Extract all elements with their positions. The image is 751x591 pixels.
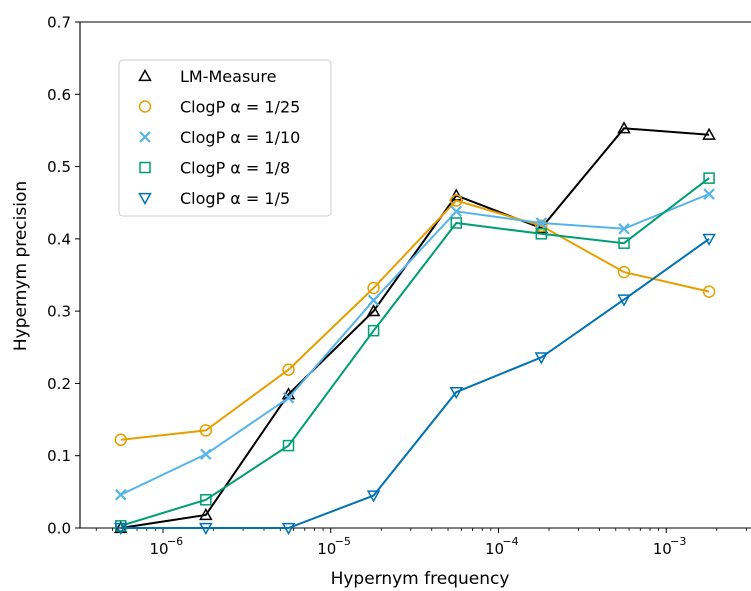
series-line: [120, 238, 710, 529]
y-tick-label: 0.5: [47, 158, 71, 176]
data-point: [199, 424, 213, 437]
data-point: [366, 490, 381, 503]
data-point: [282, 439, 295, 452]
data-point: [450, 194, 463, 207]
legend-marker: [139, 161, 151, 174]
series-5: [113, 233, 716, 536]
legend-box: [118, 59, 332, 217]
data-point: [535, 228, 548, 240]
data-point: [199, 522, 213, 536]
legend-label: ClogP α = 1/5: [180, 189, 290, 208]
x-marker-stroke: [200, 448, 212, 461]
x-tick-exponent: −4: [502, 535, 518, 548]
x-tick-exponent: −3: [670, 535, 686, 548]
x-tick-label: 10: [485, 540, 504, 558]
data-point: [618, 222, 630, 235]
x-marker-stroke: [703, 188, 715, 200]
data-point: [113, 522, 128, 536]
data-point: [366, 304, 381, 317]
data-point: [450, 217, 463, 229]
series-2: [114, 194, 716, 447]
data-point: [450, 205, 463, 218]
series-3: [114, 188, 715, 501]
y-tick-label: 0.2: [47, 375, 71, 393]
x-marker-stroke: [139, 131, 151, 143]
data-point: [618, 237, 630, 249]
data-point: [200, 494, 212, 506]
series-layer: [113, 121, 716, 536]
legend-label: ClogP α = 1/8: [180, 159, 290, 178]
data-point: [703, 172, 715, 184]
x-marker-stroke: [618, 222, 630, 235]
x-tick-exponent: −6: [167, 535, 183, 548]
series-line: [120, 177, 710, 527]
data-point: [367, 281, 380, 295]
y-tick-label: 0.6: [47, 86, 71, 104]
data-point: [114, 488, 127, 501]
x-axis-label: Hypernym frequency: [331, 569, 510, 589]
x-tick-label: 10: [653, 540, 672, 558]
series-line: [120, 193, 710, 496]
legend-marker: [138, 192, 152, 206]
legend-marker: [138, 100, 152, 113]
y-axis-ticks: 0.0 0.1 0.2 0.3 0.4 0.5 0.6 0.7: [47, 14, 80, 538]
x-tick-exponent: −5: [335, 535, 351, 548]
legend-label: ClogP α = 1/10: [180, 128, 300, 147]
x-marker-stroke: [535, 217, 548, 229]
y-tick-label: 0.0: [47, 520, 71, 538]
data-point: [535, 217, 548, 229]
y-tick-label: 0.1: [47, 447, 71, 465]
series-line: [120, 127, 710, 529]
data-point: [534, 352, 549, 365]
data-point: [199, 507, 213, 521]
x-marker-stroke: [114, 488, 127, 501]
data-point: [617, 294, 631, 307]
legend-label: LM-Measure: [180, 67, 277, 86]
data-point: [703, 188, 715, 200]
data-point: [200, 448, 212, 461]
y-tick-label: 0.7: [47, 14, 71, 32]
data-point: [282, 392, 295, 404]
data-point: [282, 363, 295, 376]
x-tick-label: 10: [149, 540, 168, 558]
y-tick-label: 0.4: [47, 230, 71, 248]
data-point: [702, 285, 716, 298]
legend-marker: [138, 68, 152, 82]
x-axis-ticks: 10−6 10−5 10−4 10−3: [95, 528, 747, 558]
legend: LM-Measure ClogP α = 1/25 ClogP α = 1/10 Cl…: [118, 59, 332, 217]
x-tick-label: 10: [317, 540, 336, 558]
data-point: [114, 433, 128, 447]
data-point: [449, 386, 464, 400]
data-point: [617, 265, 631, 279]
x-marker-stroke: [450, 205, 463, 218]
y-tick-label: 0.3: [47, 303, 71, 321]
data-point: [702, 233, 716, 246]
legend-marker: [139, 131, 151, 143]
legend-label: ClogP α = 1/25: [180, 98, 300, 117]
data-point: [535, 219, 548, 233]
y-axis-label: Hypernym precision: [11, 181, 31, 351]
data-point: [617, 121, 631, 134]
data-point: [281, 522, 296, 536]
data-point: [367, 324, 380, 337]
x-marker-stroke: [282, 392, 295, 404]
series-line: [120, 199, 710, 441]
x-marker-stroke: [367, 294, 380, 307]
data-point: [702, 127, 716, 140]
data-point: [367, 294, 380, 307]
